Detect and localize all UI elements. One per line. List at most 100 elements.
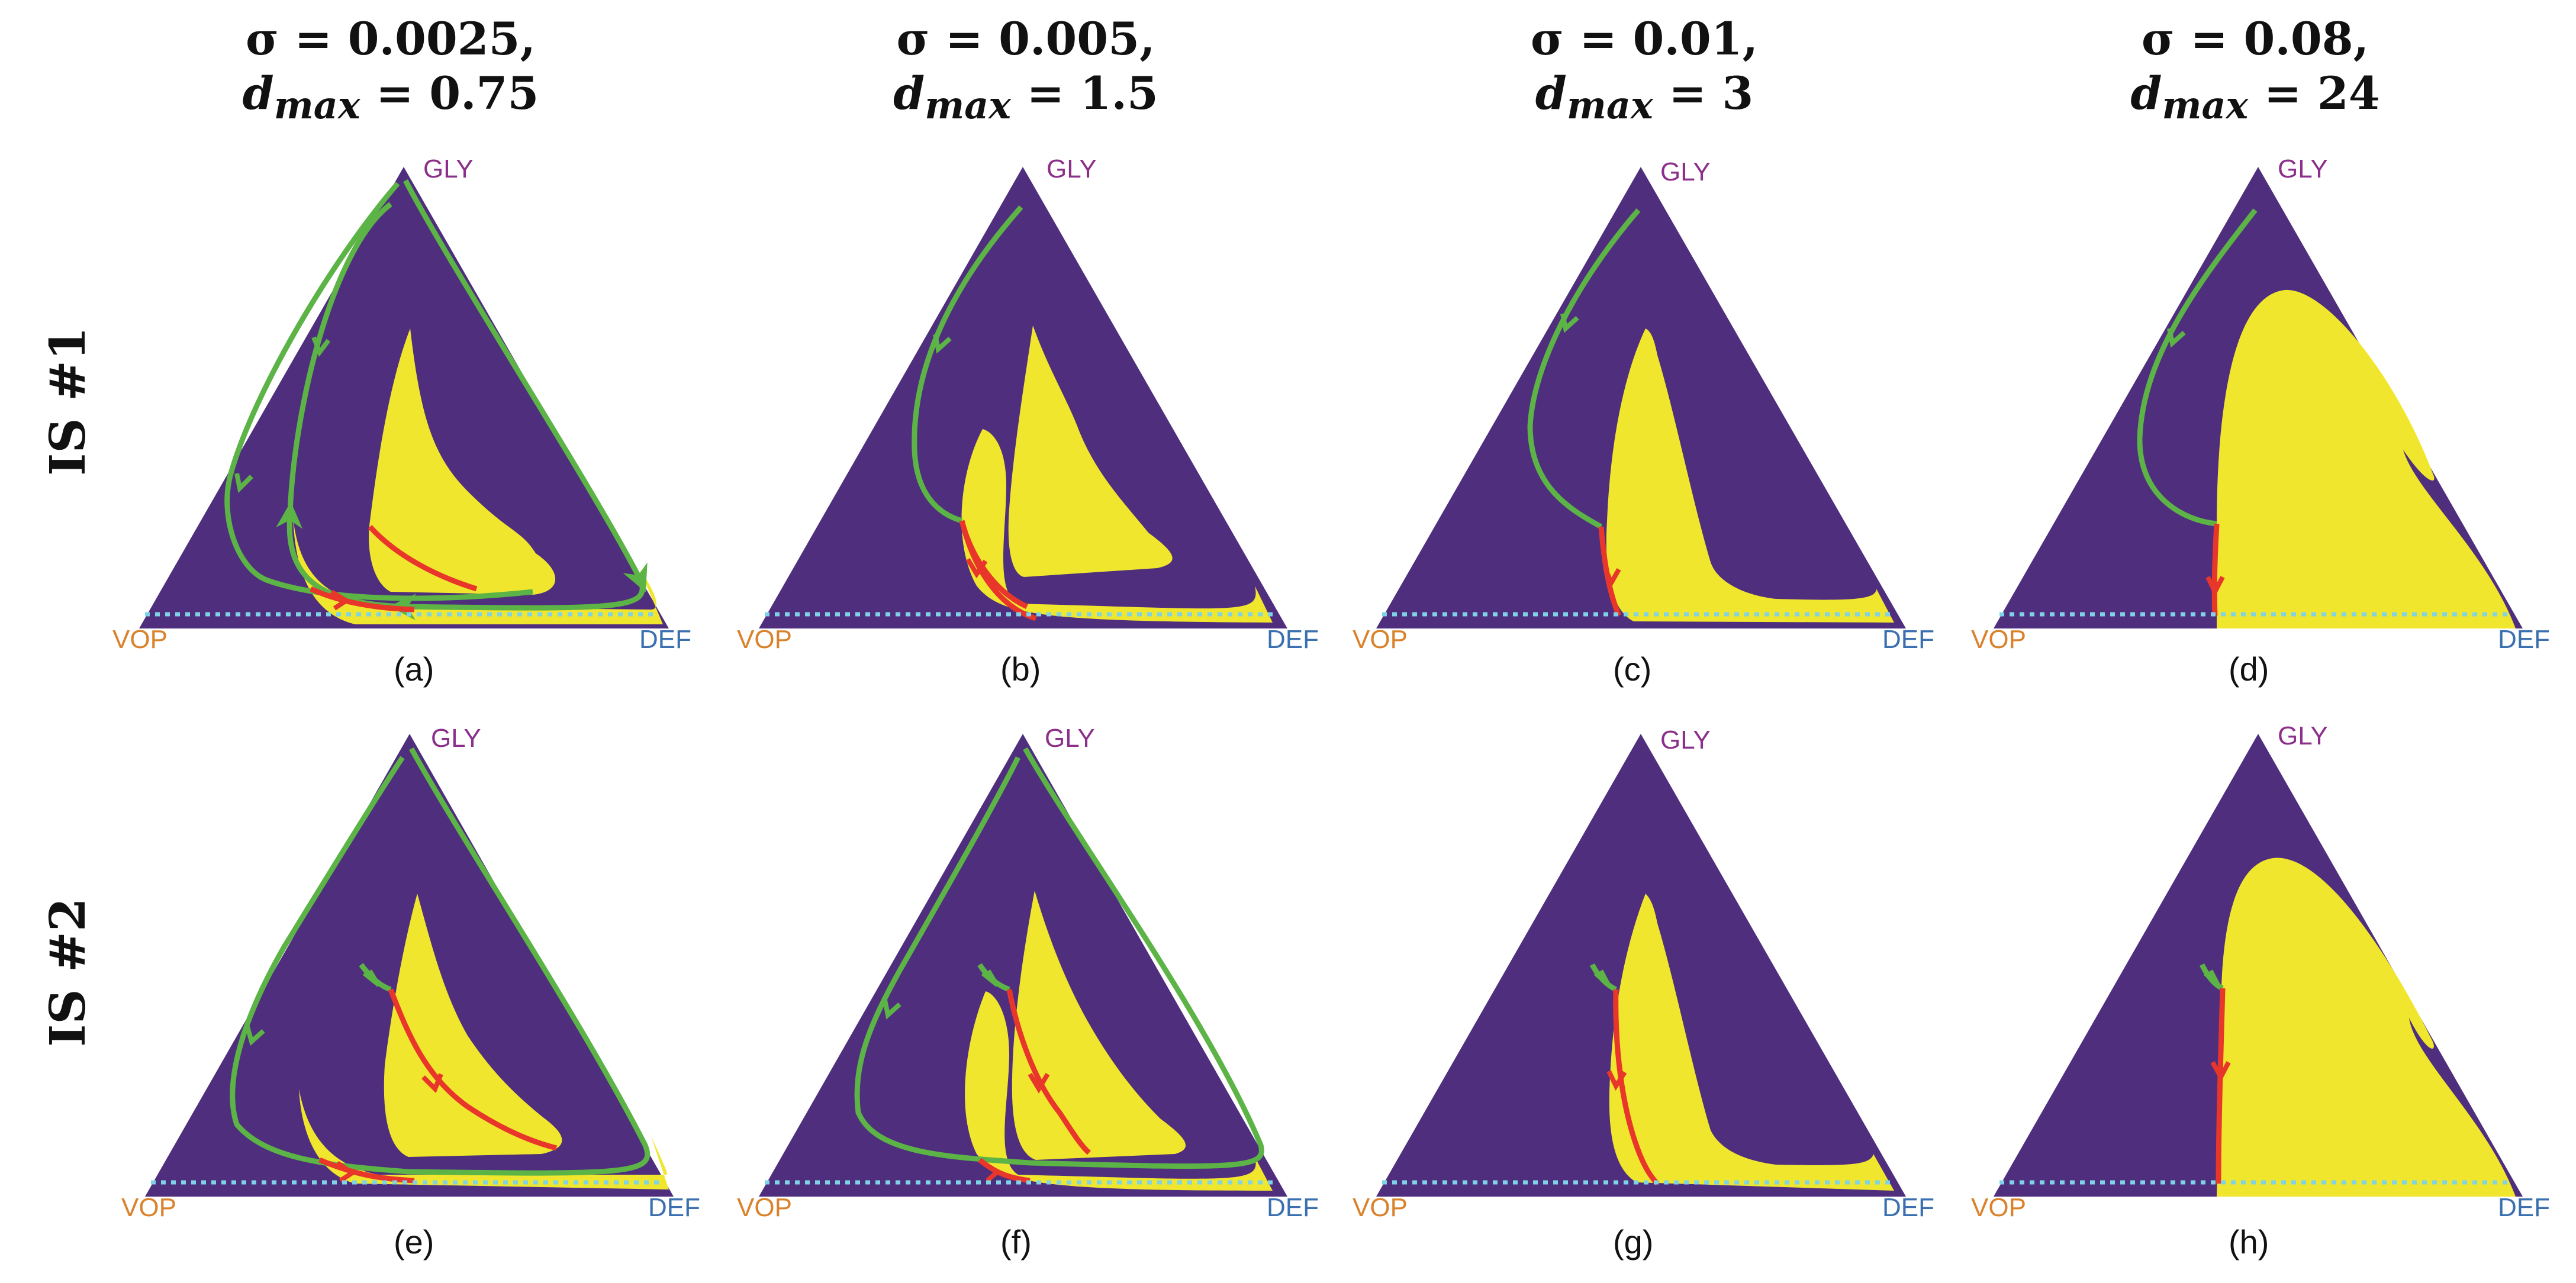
red-orbit	[318, 1157, 415, 1184]
red-orbit	[2211, 523, 2220, 616]
red-orbit	[959, 520, 1037, 621]
red-arrow	[336, 1160, 357, 1183]
green-arrow	[245, 1026, 265, 1046]
vertex-label-vop: VOP	[1971, 1193, 2026, 1222]
red-arrow	[981, 1160, 1002, 1182]
vertex-label-gly: GLY	[1660, 726, 1711, 755]
panel-label: (d)	[2229, 650, 2269, 688]
vertex-label-def: DEF	[1882, 1193, 1934, 1222]
green-orbit	[1527, 208, 1641, 529]
red-arrow	[330, 589, 351, 611]
red-arrow	[965, 557, 988, 579]
basin-region	[965, 991, 1273, 1191]
sigma-label: σ = 0.08,	[2141, 12, 2369, 65]
panel-label: (g)	[1613, 1223, 1653, 1261]
red-orbit	[368, 524, 478, 592]
red-orbit	[310, 586, 415, 613]
basin-region	[1008, 325, 1173, 577]
column-header-4: σ = 0.08, dmax = 24	[1989, 12, 2522, 133]
panel-label: (b)	[1000, 650, 1041, 688]
red-arrow	[1606, 1070, 1627, 1091]
dmax-value: = 24	[2263, 67, 2380, 120]
sigma-label: σ = 0.005,	[896, 12, 1155, 65]
column-header-3: σ = 0.01, dmax = 3	[1378, 12, 1911, 133]
red-orbit	[2216, 988, 2226, 1184]
panel-label: (a)	[394, 650, 434, 688]
panel-f-plot: GLY VOP DEF (f)	[737, 724, 1319, 1261]
vertex-label-vop: VOP	[737, 1193, 792, 1222]
green-arrow	[2203, 969, 2221, 987]
panel-d-plot: GLY VOP DEF (d)	[1971, 154, 2550, 688]
green-arrow	[1560, 313, 1579, 333]
panel-e-plot: GLY VOP DEF (e)	[121, 724, 700, 1261]
panel-c-plot: GLY VOP DEF (c)	[1353, 157, 1934, 688]
vertex-label-vop: VOP	[121, 1193, 176, 1222]
basin-region	[384, 894, 562, 1157]
green-arrow	[2167, 328, 2186, 348]
vertex-label-gly: GLY	[1046, 154, 1097, 183]
red-orbit	[1006, 989, 1091, 1155]
vertex-label-def: DEF	[1267, 625, 1319, 654]
green-orbit	[854, 747, 1264, 1169]
sigma-label: σ = 0.0025,	[246, 12, 536, 65]
green-arrow	[1593, 969, 1611, 987]
green-arrow	[933, 334, 952, 354]
panel-label: (e)	[394, 1223, 434, 1261]
green-arrow	[981, 969, 1000, 987]
vertex-label-vop: VOP	[1353, 1193, 1408, 1222]
vertex-label-vop: VOP	[112, 625, 168, 654]
vertex-label-def: DEF	[1267, 1193, 1319, 1222]
vertex-label-gly: GLY	[423, 154, 474, 183]
vertex-label-gly: GLY	[2278, 154, 2328, 183]
panel-h-plot: GLY VOP DEF (h)	[1971, 721, 2550, 1261]
green-orbit	[230, 747, 651, 1176]
panel-label: (f)	[1000, 1223, 1032, 1261]
red-arrow	[2205, 576, 2225, 597]
red-arrow	[2210, 1061, 2231, 1082]
vertex-label-vop: VOP	[1971, 625, 2026, 654]
basin-region	[961, 429, 1273, 623]
basin-region	[299, 1089, 669, 1189]
green-arrow	[362, 969, 381, 987]
vertex-label-def: DEF	[639, 625, 691, 654]
column-header-2: σ = 0.005, dmax = 1.5	[759, 12, 1292, 133]
vertex-label-def: DEF	[1882, 625, 1934, 654]
panel-b-plot: GLY VOP DEF (b)	[737, 154, 1319, 688]
vertex-label-gly: GLY	[431, 724, 481, 753]
basin-region	[2217, 858, 2516, 1197]
basin-region	[2217, 289, 2516, 628]
green-arrow	[883, 1000, 901, 1020]
panel-label: (h)	[2229, 1223, 2269, 1261]
green-arrow	[311, 336, 331, 357]
red-orbit	[1613, 989, 1660, 1186]
red-arrow	[1603, 567, 1621, 589]
green-orbit	[912, 205, 1023, 524]
basin-region	[1609, 894, 1894, 1191]
green-orbit	[224, 182, 533, 601]
vertex-label-gly: GLY	[1045, 724, 1095, 753]
red-orbit	[388, 988, 558, 1151]
panel-label: (c)	[1613, 650, 1651, 688]
vertex-label-vop: VOP	[1353, 625, 1408, 654]
dmax-value: = 1.5	[1026, 67, 1158, 120]
vertex-label-gly: GLY	[2278, 721, 2328, 750]
vertex-label-vop: VOP	[737, 625, 792, 654]
vertex-label-def: DEF	[2498, 1193, 2550, 1222]
basin-region	[1012, 891, 1186, 1160]
sigma-label: σ = 0.01,	[1530, 12, 1759, 65]
vertex-label-def: DEF	[2498, 625, 2550, 654]
green-orbit	[276, 179, 648, 621]
red-arrow	[1028, 1072, 1050, 1094]
green-arrow	[234, 473, 253, 494]
panel-g-plot: GLY VOP DEF (g)	[1353, 726, 1934, 1261]
vertex-label-gly: GLY	[1660, 157, 1711, 186]
dmax-value: = 3	[1669, 67, 1754, 120]
red-arrow	[421, 1073, 443, 1094]
dmax-value: = 0.75	[376, 67, 539, 120]
panel-a-plot: GLY VOP DEF (a)	[112, 154, 691, 688]
green-orbit	[2137, 208, 2258, 527]
basin-region	[1606, 328, 1894, 623]
column-header-1: σ = 0.0025, dmax = 0.75	[124, 12, 657, 133]
